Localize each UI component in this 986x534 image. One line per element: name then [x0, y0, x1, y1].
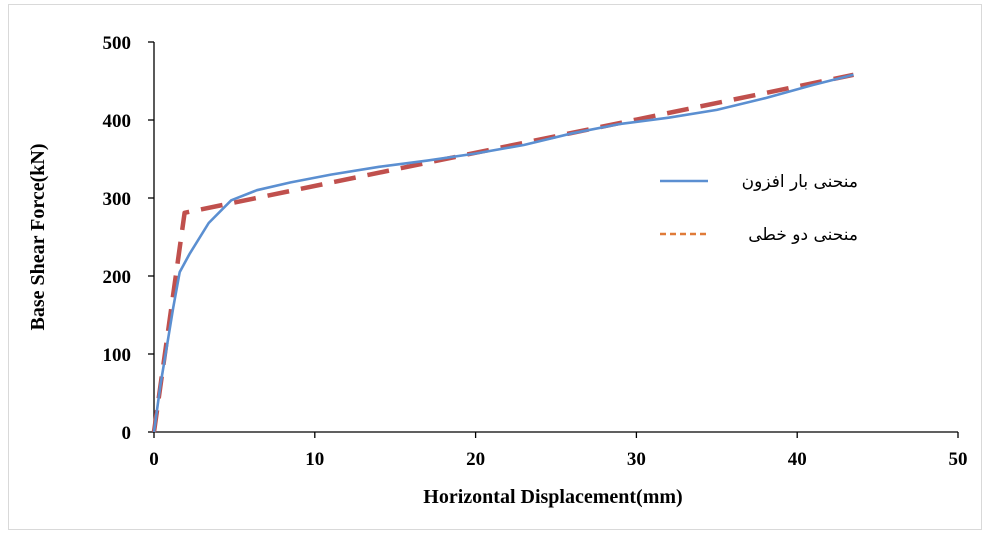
series-layer [151, 72, 854, 433]
x-tick-label: 40 [788, 449, 807, 470]
y-tick-label: 500 [103, 33, 132, 54]
legend: منحنی بار افزون منحنی دو خطی [660, 172, 858, 245]
x-tick-label: 30 [627, 449, 646, 470]
y-tick-label: 0 [122, 423, 132, 444]
y-tick-label: 200 [103, 267, 132, 288]
axes [153, 42, 958, 433]
y-axis-title: Base Shear Force(kN) [27, 143, 49, 330]
x-tick-label: 20 [466, 449, 485, 470]
x-axis-title: Horizontal Displacement(mm) [423, 486, 682, 508]
x-tick-label: 0 [149, 449, 159, 470]
legend-label-bilinear: منحنی دو خطی [748, 225, 858, 245]
legend-label-pushover: منحنی بار افزون [742, 172, 858, 192]
x-tick-label: 50 [949, 449, 968, 470]
x-tick-label: 10 [305, 449, 324, 470]
bilinear-curve-line [151, 72, 854, 433]
y-tick-label: 300 [103, 189, 132, 210]
pushover-curve-line [152, 73, 854, 433]
chart-frame [8, 4, 982, 530]
y-tick-label: 100 [103, 345, 132, 366]
y-tick-label: 400 [103, 111, 132, 132]
